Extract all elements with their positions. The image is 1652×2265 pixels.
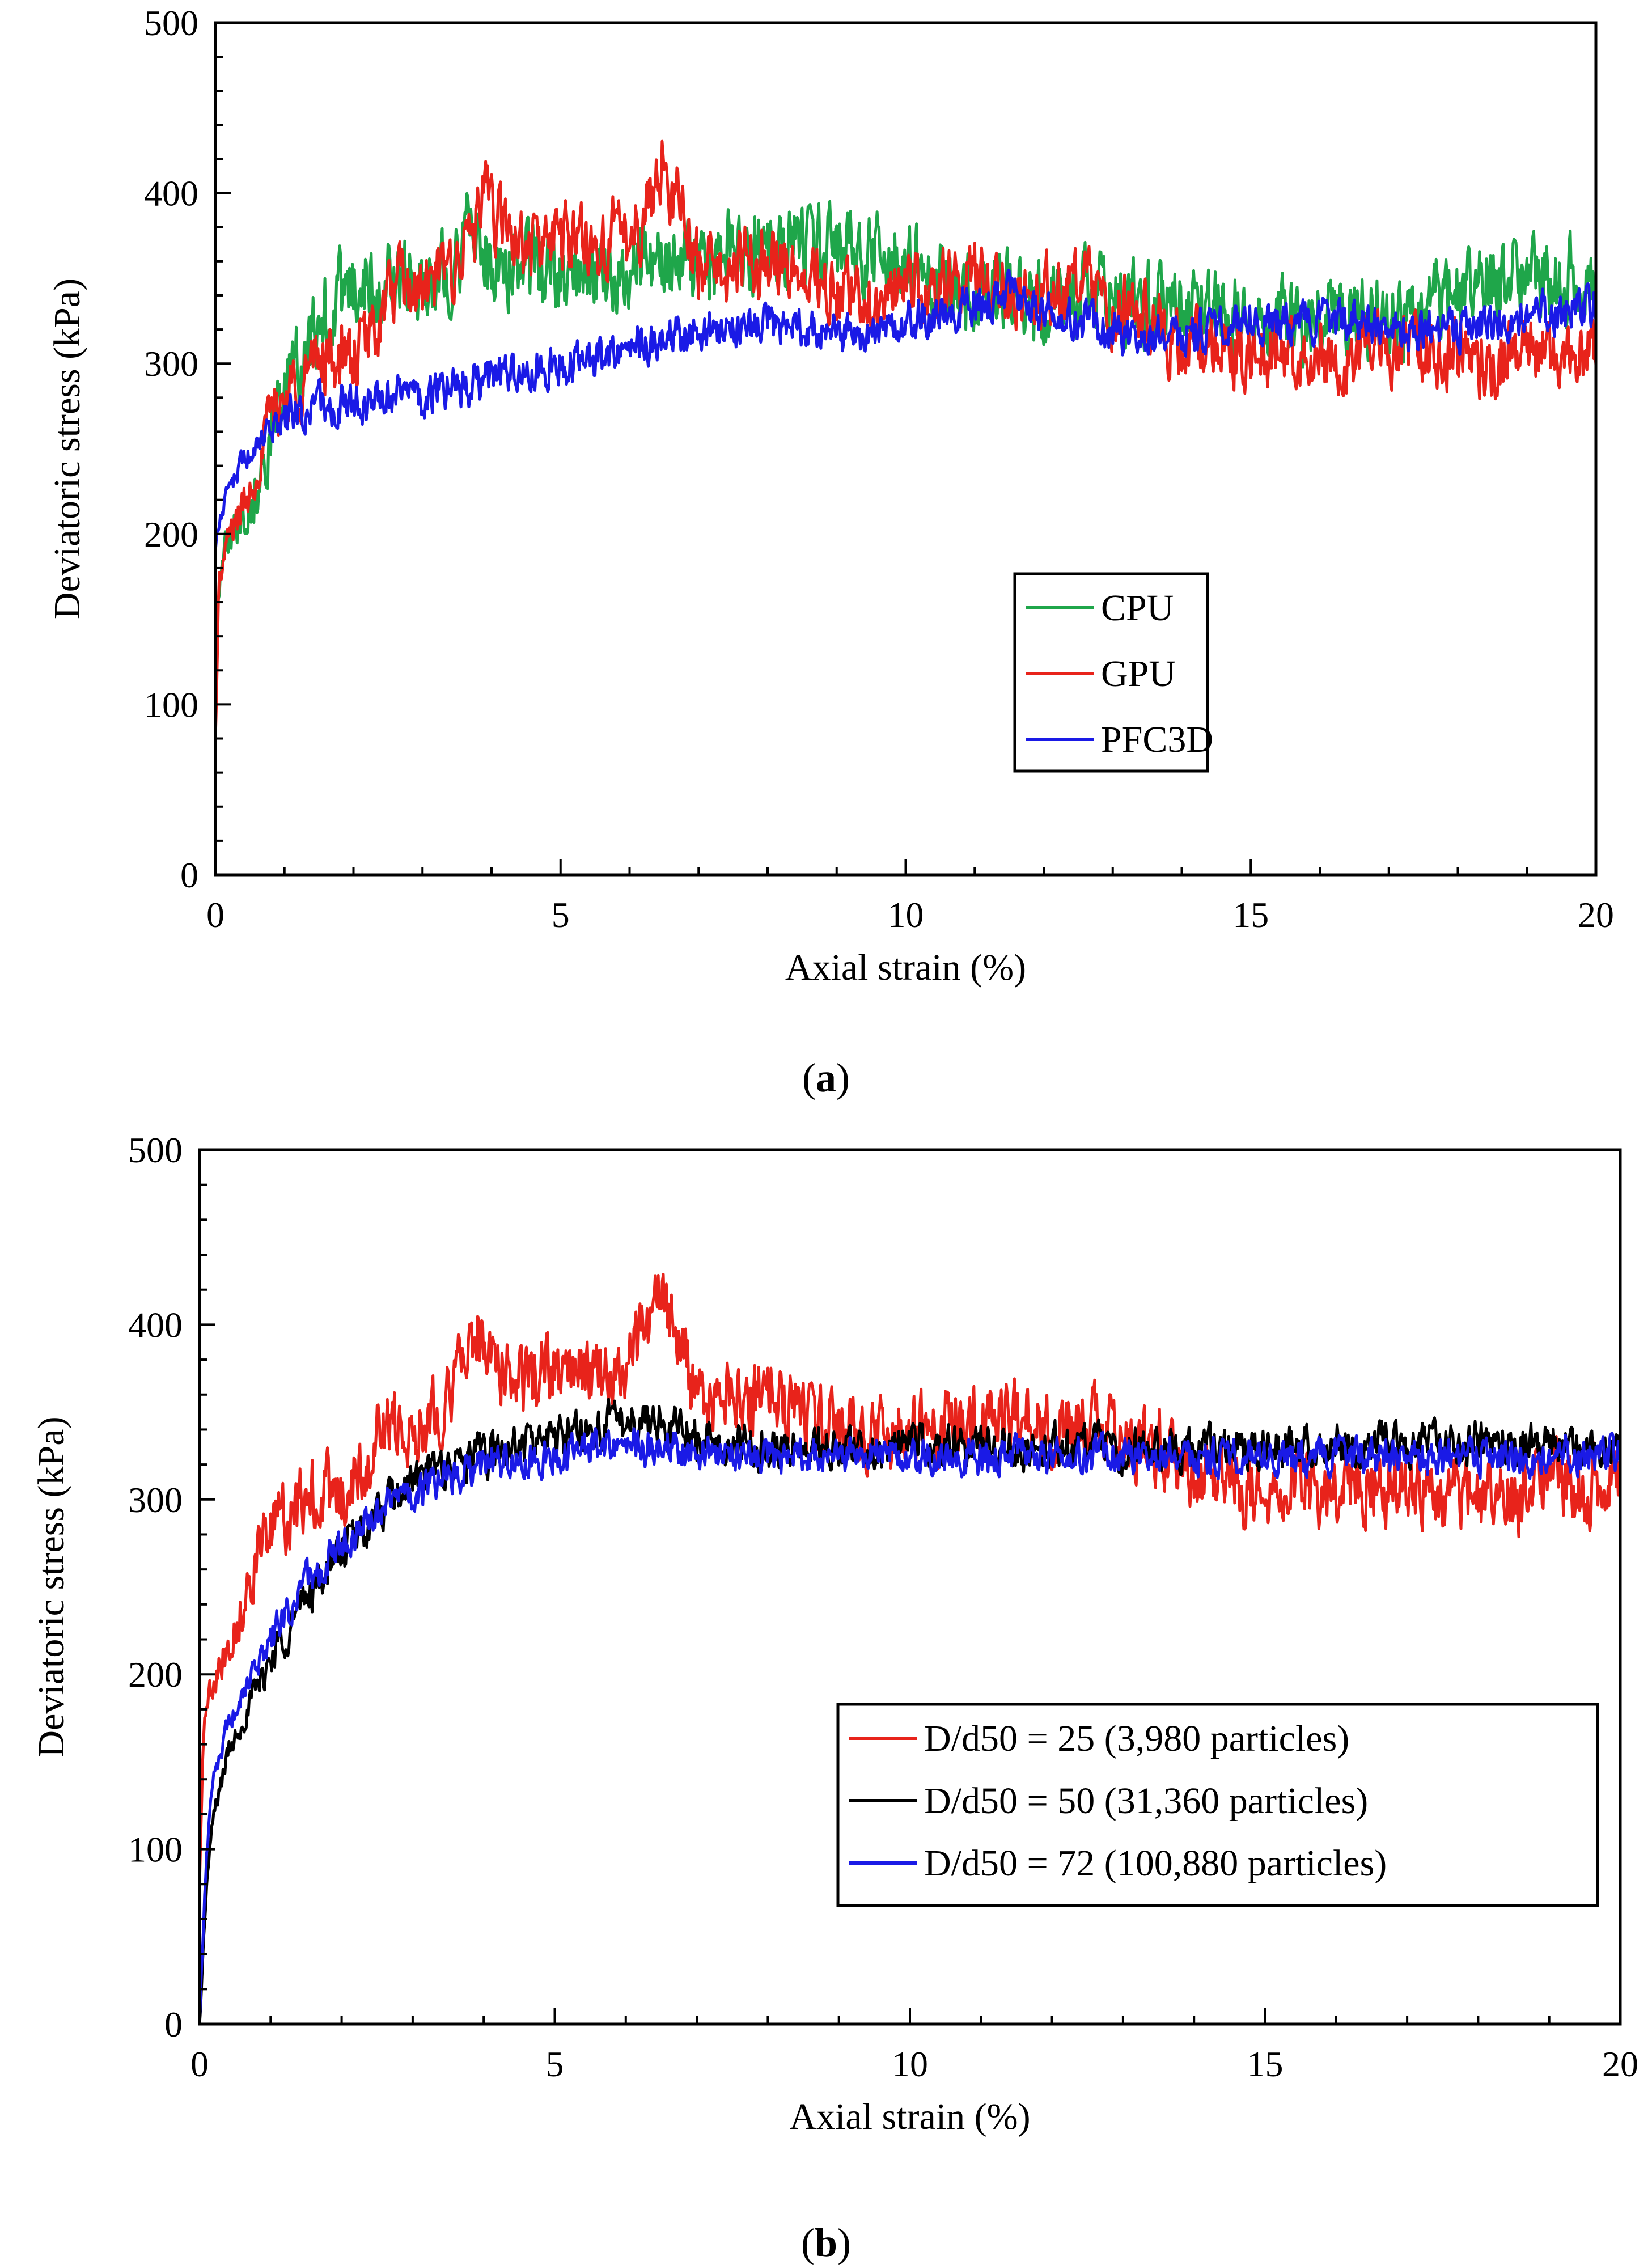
legend-label-b-2: D/d50 = 50 (31,360 particles) xyxy=(924,1780,1368,1822)
panel-b-x-tick-labels: 0 5 10 15 20 xyxy=(190,2044,1638,2084)
b-x-tick-label: 0 xyxy=(190,2044,209,2084)
a-x-tick-label: 10 xyxy=(888,895,924,935)
series-line-a-2 xyxy=(215,139,1596,739)
panel-a-plot-frame xyxy=(214,21,1598,877)
a-x-tick-label: 5 xyxy=(552,895,570,935)
b-x-tick-label: 15 xyxy=(1247,2044,1284,2084)
series-line-a-1 xyxy=(215,192,1596,605)
svg-text:(a): (a) xyxy=(802,1055,850,1100)
b-y-tick-label: 500 xyxy=(128,1130,183,1170)
caption-b: (b) xyxy=(801,2220,851,2265)
a-x-tick-label: 15 xyxy=(1232,895,1269,935)
svg-text:(b): (b) xyxy=(801,2220,851,2265)
panel-b-series-group xyxy=(200,1273,1620,2024)
panel-b-legend-box xyxy=(836,1703,1599,1907)
panel-a-ticks xyxy=(214,22,1597,876)
a-y-tick-label: 0 xyxy=(180,855,198,895)
legend-label-a-1: CPU xyxy=(1101,587,1174,629)
panel-b-ticks xyxy=(198,1149,1621,2025)
panel-b-y-axis-title: Deviatoric stress (kPa) xyxy=(31,1416,72,1757)
panel-a-x-axis-title: Axial strain (%) xyxy=(785,947,1026,988)
b-x-tick-label: 5 xyxy=(546,2044,564,2084)
panel-b-legend: D/d50 = 25 (3,980 particles) D/d50 = 50 (… xyxy=(836,1703,1599,1907)
legend-label-b-3: D/d50 = 72 (100,880 particles) xyxy=(924,1843,1387,1884)
a-x-tick-label: 0 xyxy=(206,895,224,935)
b-x-tick-label: 10 xyxy=(892,2044,928,2084)
b-x-tick-label: 20 xyxy=(1602,2044,1638,2084)
caption-b-letter: b xyxy=(815,2220,837,2265)
series-line-b-2 xyxy=(200,1398,1620,2024)
a-y-tick-label: 100 xyxy=(144,684,198,725)
a-y-tick-label: 300 xyxy=(144,344,198,384)
b-y-tick-label: 200 xyxy=(128,1654,183,1695)
series-line-a-3 xyxy=(215,268,1596,552)
legend-label-a-3: PFC3D xyxy=(1101,719,1213,760)
panel-b-x-axis-title: Axial strain (%) xyxy=(789,2096,1030,2137)
a-y-tick-label: 400 xyxy=(144,173,198,214)
caption-a-letter: a xyxy=(816,1055,836,1100)
panel-b-y-tick-labels: 0 100 200 300 400 500 xyxy=(128,1130,183,2044)
panel-a-series-group xyxy=(215,139,1596,739)
series-line-b-3 xyxy=(200,1427,1620,2024)
a-y-tick-label: 500 xyxy=(144,3,198,43)
b-y-tick-label: 300 xyxy=(128,1480,183,1520)
caption-a: (a) xyxy=(802,1055,850,1100)
panel-a-y-axis-title: Deviatoric stress (kPa) xyxy=(46,278,88,619)
b-y-tick-label: 400 xyxy=(128,1305,183,1345)
panel-a-x-tick-labels: 0 5 10 15 20 xyxy=(206,895,1614,935)
panel-a-chart: 0 100 200 300 400 500 0 5 10 15 20 Axial strain (… xyxy=(46,3,1614,988)
b-y-tick-label: 100 xyxy=(128,1830,183,1870)
a-y-tick-label: 200 xyxy=(144,514,198,554)
panel-a-legend: CPU GPU PFC3D xyxy=(1013,572,1213,773)
panel-b-chart: 0 100 200 300 400 500 0 5 10 15 20 Axial strain (… xyxy=(31,1130,1638,2137)
a-x-tick-label: 20 xyxy=(1578,895,1614,935)
b-y-tick-label: 0 xyxy=(164,2004,183,2044)
panel-a-y-tick-labels: 0 100 200 300 400 500 xyxy=(144,3,198,895)
legend-label-a-2: GPU xyxy=(1101,653,1176,695)
legend-label-b-1: D/d50 = 25 (3,980 particles) xyxy=(924,1718,1349,1759)
